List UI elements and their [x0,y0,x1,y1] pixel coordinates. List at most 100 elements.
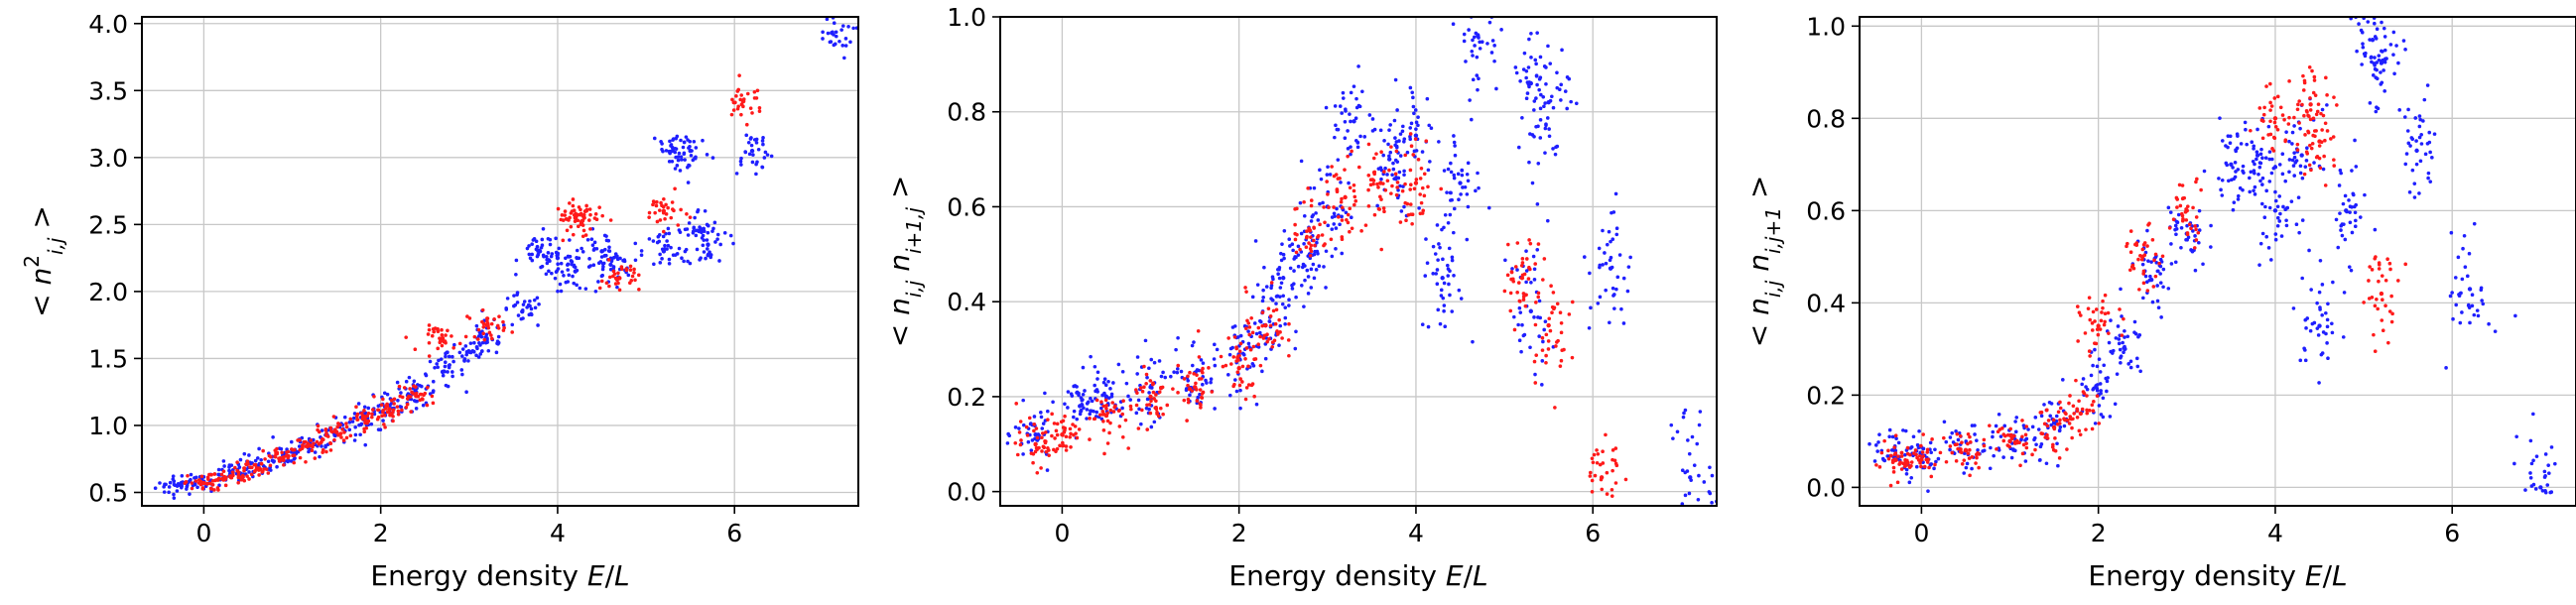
scatter-point [2067,422,2072,425]
scatter-point [313,450,318,454]
scatter-point [236,480,240,485]
scatter-point [1192,371,1196,376]
scatter-point [1520,273,1525,278]
scatter-point [413,347,418,352]
scatter-point [572,281,577,286]
scatter-point [2277,219,2282,223]
scatter-point [247,470,251,474]
scatter-point [2298,126,2302,131]
scatter-point [1389,191,1393,195]
scatter-point [2267,205,2272,210]
scatter-point [1186,400,1191,405]
scatter-point [1521,298,1526,302]
scatter-point [1356,165,1361,170]
scatter-point [2001,455,2005,459]
scatter-point [662,196,666,201]
scatter-point [1401,124,1405,129]
scatter-point [1231,355,1236,359]
scatter-point [1409,121,1414,126]
scatter-point [522,300,527,303]
scatter-point [501,319,505,324]
scatter-point [1449,161,1453,166]
scatter-point [1154,399,1158,404]
scatter-point [673,150,678,155]
scatter-point [1318,201,1322,206]
scatter-point [1464,60,1468,63]
scatter-point [1079,409,1083,414]
scatter-point [1333,104,1338,108]
scatter-point [2103,319,2107,324]
scatter-point [606,258,611,262]
y-tick-label: 0.0 [1806,473,1846,502]
scatter-point [2090,321,2095,325]
scatter-point [2312,78,2317,82]
scatter-point [472,334,477,339]
scatter-point [1082,406,1086,411]
scatter-point [1911,434,1916,439]
scatter-point [501,323,506,327]
scatter-point [280,458,285,462]
scatter-point [1418,192,1422,196]
scatter-point [2332,164,2337,168]
scatter-point [1333,214,1337,218]
scatter-point [1540,383,1544,387]
scatter-point [245,474,249,478]
scatter-point [2444,366,2448,370]
scatter-point [451,359,455,364]
scatter-point [739,112,743,117]
scatter-point [743,150,747,154]
scatter-point [1413,133,1419,138]
scatter-point [1570,355,1575,360]
scatter-point [837,1,840,5]
scatter-point [2448,294,2453,299]
scatter-point [2023,459,2028,463]
scatter-point [1243,286,1247,290]
scatter-point [1088,417,1092,421]
scatter-point [1601,228,1605,233]
scatter-point [2072,412,2076,416]
scatter-point [1298,247,1302,252]
scatter-point [611,274,615,279]
scatter-point [1927,465,1931,470]
scatter-point [1264,285,1269,289]
scatter-point [1029,451,1034,455]
scatter-point [1550,310,1554,315]
scatter-point [2098,382,2103,386]
scatter-point [1256,342,1260,347]
x-axis-label: Energy density E/L [370,559,629,592]
scatter-point [1452,140,1457,145]
scatter-point [2514,434,2518,439]
scatter-point [1540,348,1545,352]
scatter-point [1157,390,1162,395]
scatter-point [1457,288,1462,293]
scatter-point [1679,520,1683,524]
scatter-point [1279,258,1284,263]
scatter-point [1279,281,1284,286]
scatter-point [2510,515,2513,519]
scatter-point [421,403,426,408]
scatter-point [2093,347,2097,352]
scatter-point [309,438,314,442]
scatter-point [2169,242,2173,246]
scatter-point [185,487,189,491]
scatter-point [396,413,401,417]
scatter-point [734,94,738,98]
scatter-point [224,475,228,480]
scatter-point [1350,149,1353,154]
scatter-point [266,471,271,475]
scatter-point [1436,307,1441,312]
scatter-point [472,340,476,345]
scatter-point [673,146,678,151]
scatter-point [1616,513,1620,517]
scatter-point [2414,139,2418,143]
scatter-point [2362,301,2366,304]
scatter-point [362,405,367,410]
scatter-point [466,359,470,363]
scatter-point [1013,440,1018,445]
scatter-point [2166,287,2171,291]
scatter-point [525,246,530,251]
scatter-point [703,208,708,213]
scatter-point [1516,281,1521,285]
scatter-point [1329,237,1334,242]
scatter-point [171,477,176,481]
